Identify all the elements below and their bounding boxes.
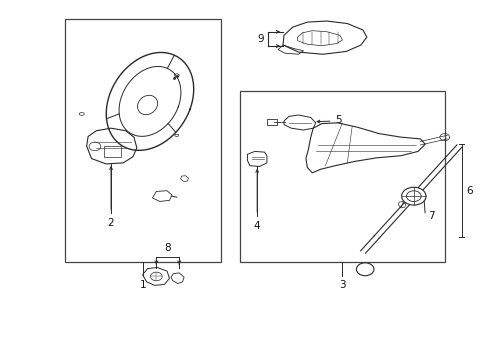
Text: 7: 7 (428, 211, 434, 221)
Circle shape (356, 263, 374, 276)
Bar (65, 19, 220, 262)
Text: 2: 2 (108, 217, 114, 228)
Text: 8: 8 (165, 243, 172, 253)
Text: 4: 4 (254, 221, 261, 231)
Text: 9: 9 (258, 34, 265, 44)
Text: 5: 5 (335, 115, 342, 125)
Bar (104, 146, 121, 157)
Bar (267, 119, 277, 125)
Text: 3: 3 (339, 280, 346, 290)
Bar (240, 91, 445, 262)
Text: 6: 6 (466, 186, 473, 196)
Circle shape (402, 187, 426, 205)
Text: 1: 1 (139, 280, 146, 290)
